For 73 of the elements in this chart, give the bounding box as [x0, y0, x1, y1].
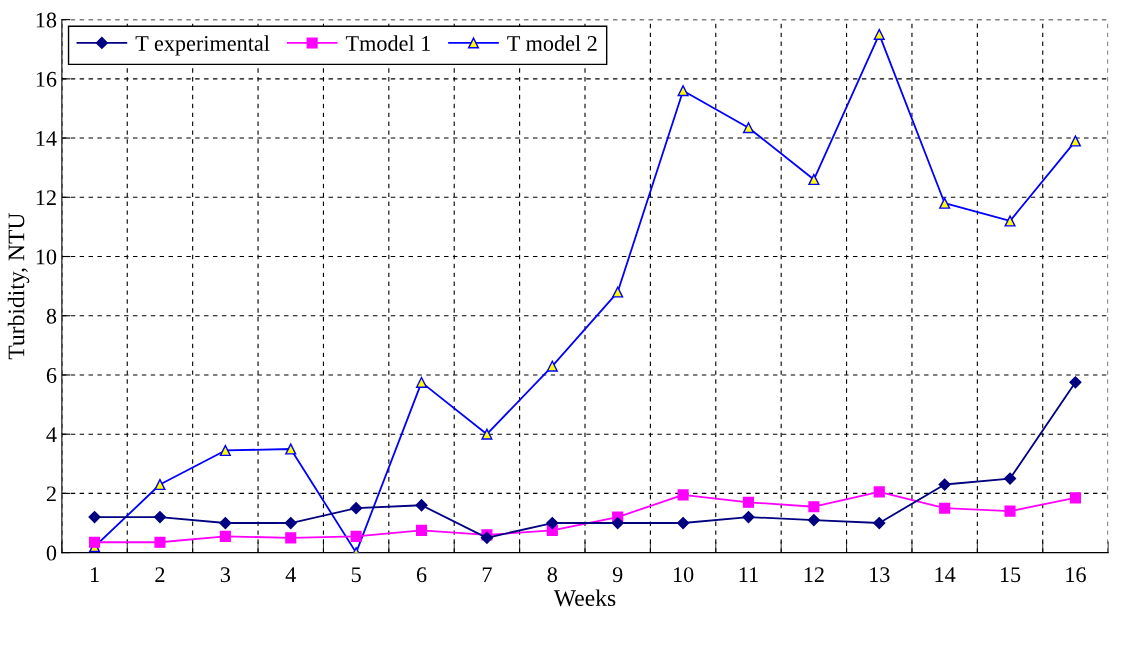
y-tick-label: 8	[46, 308, 57, 324]
legend-label: Tmodel 1	[345, 35, 430, 51]
point	[873, 486, 885, 498]
point	[285, 532, 297, 544]
y-tick-label: 6	[46, 367, 57, 383]
x-axis-title: Weeks	[553, 589, 616, 607]
x-tick-label: 4	[285, 567, 296, 582]
point	[1003, 472, 1017, 485]
point	[285, 443, 297, 455]
x-tick-label: 8	[547, 567, 558, 583]
point	[676, 516, 690, 530]
point	[1069, 376, 1082, 389]
point	[415, 499, 428, 512]
y-tick-label: 14	[36, 131, 57, 146]
y-tick-label: 12	[36, 190, 56, 205]
point	[611, 516, 624, 530]
y-tick-label: 2	[46, 486, 56, 502]
point	[939, 197, 951, 209]
y-tick-label: 10	[36, 249, 57, 265]
point	[808, 173, 820, 186]
x-tick-label: 5	[351, 567, 361, 583]
x-tick-label: 2	[155, 567, 165, 582]
x-tick-label: 3	[220, 567, 231, 583]
point	[219, 530, 231, 542]
x-tick-label: 10	[673, 567, 694, 583]
point	[938, 478, 951, 491]
x-tick-label: 14	[935, 567, 956, 582]
point	[546, 516, 559, 530]
point	[742, 496, 755, 508]
point	[612, 286, 624, 298]
legend-label: T model 2	[507, 35, 597, 51]
x-tick-label: 7	[482, 567, 492, 582]
point	[873, 28, 885, 40]
point	[808, 501, 820, 513]
x-tick-label: 15	[1000, 567, 1021, 583]
point	[1069, 135, 1081, 147]
point	[350, 530, 362, 542]
point	[219, 444, 231, 457]
x-tick-label: 16	[1066, 567, 1086, 583]
point	[219, 516, 232, 530]
x-tick-label: 13	[870, 567, 890, 583]
point	[1004, 215, 1016, 227]
point	[350, 502, 363, 515]
point	[481, 428, 493, 440]
point	[153, 510, 167, 524]
point	[939, 502, 951, 514]
x-tick-label: 12	[804, 567, 824, 582]
point	[742, 510, 755, 524]
point	[89, 536, 101, 548]
point	[154, 536, 166, 548]
y-tick-label: 4	[46, 427, 57, 442]
y-tick-label: 18	[36, 12, 57, 28]
x-tick-label: 9	[612, 567, 623, 583]
point	[284, 516, 297, 530]
point	[546, 360, 558, 372]
point	[154, 478, 166, 491]
x-tick-label: 6	[416, 567, 427, 583]
point	[415, 376, 428, 388]
x-tick-label: 11	[739, 567, 758, 582]
point	[807, 513, 820, 527]
point	[742, 122, 755, 134]
point	[677, 85, 689, 97]
point	[677, 489, 689, 501]
legend-label: T experimental	[135, 35, 270, 56]
point	[1069, 492, 1081, 504]
point	[415, 524, 428, 536]
y-axis-title: Turbidity, NTU	[7, 213, 30, 360]
point	[88, 510, 101, 524]
y-tick-label: 16	[36, 71, 57, 87]
y-tick-label: 0	[46, 545, 57, 561]
point	[1004, 505, 1016, 517]
x-tick-label: 1	[90, 567, 99, 582]
point	[873, 516, 886, 530]
